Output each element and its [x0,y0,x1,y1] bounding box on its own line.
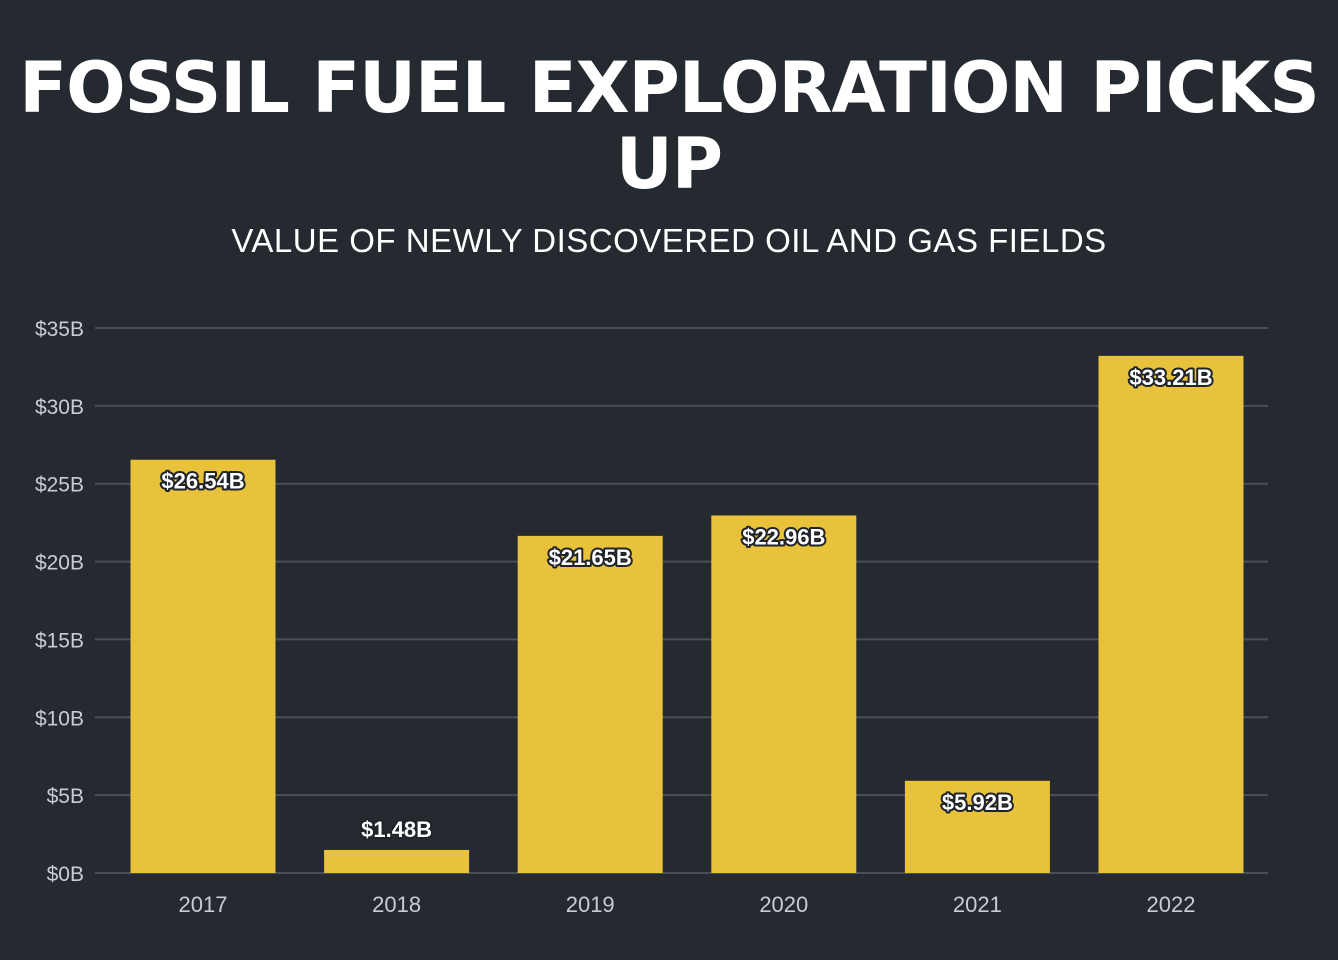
y-tick-label: $25B [35,474,84,497]
data-label-2019: $21.65B [549,545,632,570]
bar-2022 [1098,355,1244,873]
x-tick-label: 2020 [759,892,808,917]
bar-2020 [711,515,857,873]
y-axis-ticks: $0B $5B $10B $15B $20B $25B $30B $35B [35,318,84,886]
x-tick-label: 2021 [953,892,1002,917]
data-label-2020: $22.96B [742,524,825,549]
bar-2018 [324,849,470,873]
x-tick-label: 2018 [372,892,421,917]
bar-2019 [517,535,663,873]
y-tick-label: $30B [35,396,84,419]
x-tick-label: 2022 [1147,892,1196,917]
chart-title: FOSSIL FUEL EXPLORATION PICKS UP [19,47,1319,205]
bar-2017 [130,459,276,873]
data-label-2021: $5.92B [942,790,1013,815]
y-tick-label: $20B [35,552,84,575]
x-axis-ticks: 2017 2018 2019 2020 2021 2022 [179,892,1196,917]
data-label-2017: $26.54B [161,469,244,494]
y-tick-label: $10B [35,707,84,730]
data-labels: $26.54B $1.48B $21.65B $22.96B $5.92B $33.21B [159,363,1214,844]
data-label-2022: $33.21B [1129,365,1212,390]
y-tick-label: $5B [47,785,84,808]
y-tick-label: $35B [35,318,84,341]
x-tick-label: 2017 [179,892,228,917]
chart-header: FOSSIL FUEL EXPLORATION PICKS UP VALUE O… [0,50,1338,260]
chart-subtitle: VALUE OF NEWLY DISCOVERED OIL AND GAS FI… [231,222,1107,259]
bars [130,355,1244,873]
bar-2021 [904,780,1050,873]
data-label-2018: $1.48B [361,817,432,842]
y-tick-label: $15B [35,629,84,652]
gridlines [95,327,1268,874]
y-tick-label: $0B [47,863,84,886]
x-tick-label: 2019 [566,892,615,917]
